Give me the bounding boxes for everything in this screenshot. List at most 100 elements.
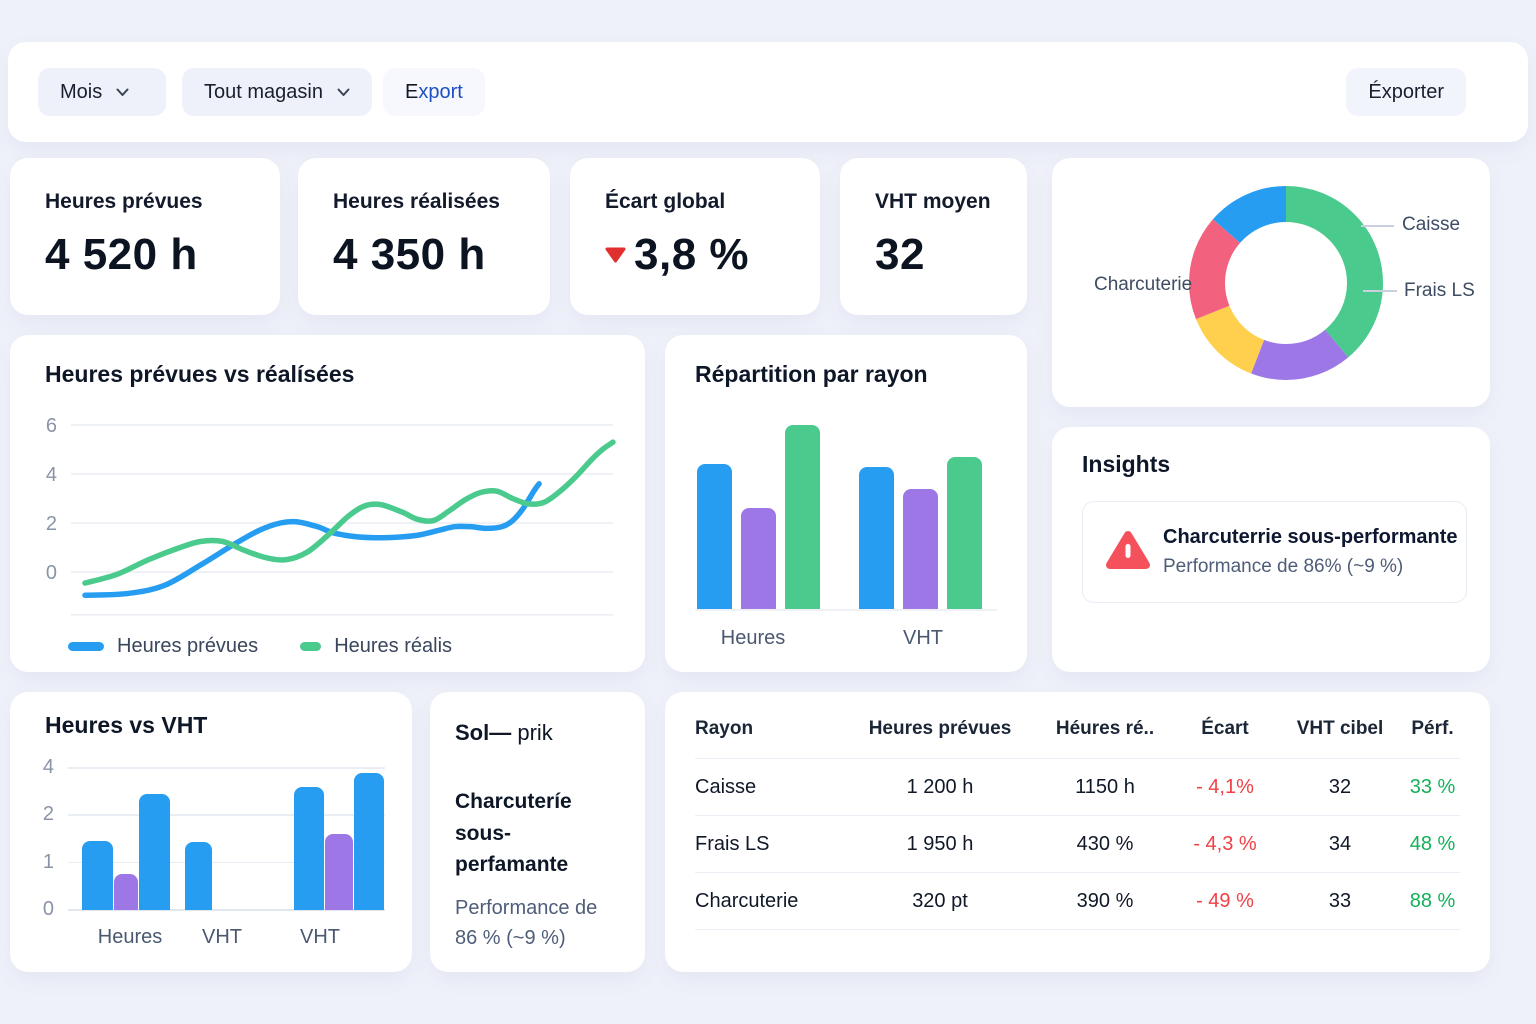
table-cell: 1150 h bbox=[1075, 775, 1135, 798]
y-tick-label: 6 bbox=[46, 415, 57, 437]
store-dropdown-label: Tout magasin bbox=[204, 80, 323, 103]
warning-icon bbox=[1106, 531, 1150, 569]
table-cell: 430 % bbox=[1076, 832, 1134, 855]
legend-item-heures-realis: Heures réalis bbox=[300, 635, 452, 658]
kpi-label: VHT moyen bbox=[875, 190, 991, 213]
bar-purple bbox=[325, 834, 353, 910]
line-series-blue bbox=[82, 481, 542, 599]
column-header: Pérf. bbox=[1411, 718, 1454, 739]
exporter-button-label: Éxporter bbox=[1368, 80, 1444, 103]
store-dropdown[interactable]: Tout magasin bbox=[182, 68, 372, 116]
heures-vht-plot: 0 1 2 4 bbox=[43, 756, 385, 920]
y-tick-label: 0 bbox=[46, 562, 57, 584]
y-tick-label: 2 bbox=[42, 803, 54, 826]
legend-item-heures-prevues: Heures prévues bbox=[68, 635, 258, 658]
bar-green bbox=[785, 425, 820, 609]
line-chart-card: Heures prévues vs réalísées 6 4 2 0 Heures … bbox=[10, 335, 645, 672]
table-cell: 32 bbox=[1328, 775, 1352, 798]
bar-group-vht bbox=[859, 457, 982, 609]
bar-blue bbox=[354, 773, 384, 910]
bar-group-vht bbox=[294, 773, 384, 910]
kpi-card-heures-prevues: Heures prévues 4 520 h bbox=[10, 158, 280, 315]
alert-desc: Performance de 86% (~9 %) bbox=[1163, 556, 1404, 577]
x-label-vht: VHT bbox=[202, 926, 242, 948]
kpi-card-ecart-global: Écart global 3,8 % bbox=[570, 158, 820, 315]
exporter-button[interactable]: Éxporter bbox=[1346, 68, 1466, 116]
donut-slice-purple bbox=[1189, 186, 1383, 380]
period-dropdown-label: Mois bbox=[60, 80, 103, 103]
period-dropdown[interactable]: Mois bbox=[38, 68, 166, 116]
column-header: Écart bbox=[1201, 718, 1249, 739]
legend-swatch-green bbox=[300, 642, 322, 651]
kpi-label: Écart global bbox=[605, 190, 726, 213]
bar-blue bbox=[294, 787, 324, 910]
note-title-bold: Sol— bbox=[455, 720, 512, 745]
column-header: Héures ré.. bbox=[1055, 718, 1155, 739]
table-row[interactable]: Frais LS 1 950 h 430 % - 4,3 % 34 48 % bbox=[695, 816, 1460, 873]
gridline bbox=[68, 767, 385, 769]
table-cell: - 49 % bbox=[1196, 889, 1254, 912]
x-label-heures: Heures bbox=[720, 627, 786, 649]
column-header: Rayon bbox=[695, 718, 754, 739]
table-body: Caisse 1 200 h 1150 h - 4,1% 32 33 % Frais LS 1… bbox=[695, 759, 1460, 930]
table-cell: - 4,1% bbox=[1196, 775, 1254, 798]
kpi-label: Heures prévues bbox=[45, 190, 203, 213]
note-title-rest: prik bbox=[517, 720, 553, 745]
kpi-value: 3,8 % bbox=[605, 230, 749, 280]
y-tick-label: 0 bbox=[42, 898, 54, 920]
insights-title: Insights bbox=[1082, 451, 1171, 477]
x-label-vht: VHT bbox=[300, 926, 340, 948]
line-chart-title: Heures prévues vs réalísées bbox=[45, 361, 355, 387]
legend-swatch-blue bbox=[68, 642, 104, 651]
kpi-label: Heures réalisées bbox=[333, 190, 500, 213]
export-link-rest: xport bbox=[418, 80, 463, 103]
bar-blue bbox=[139, 794, 170, 910]
donut-slice-pink bbox=[1189, 186, 1383, 380]
kpi-value: 32 bbox=[875, 230, 925, 279]
gridline bbox=[68, 909, 385, 911]
table-cell: 1 950 h bbox=[906, 832, 974, 855]
heures-vht-chart-card: Heures vs VHT 0 1 2 4 Heures VHT VHT bbox=[10, 692, 412, 972]
column-header: Heures prévues bbox=[868, 718, 1012, 739]
kpi-value: 4 520 h bbox=[45, 230, 198, 279]
bar-purple bbox=[903, 489, 938, 609]
table-cell: 48 % bbox=[1409, 832, 1456, 855]
callout-line bbox=[1363, 290, 1397, 292]
gridline bbox=[68, 861, 385, 864]
kpi-card-heures-realisees: Heures réalisées 4 350 h bbox=[298, 158, 550, 315]
table-cell: 33 % bbox=[1409, 775, 1456, 798]
kpi-value: 4 350 h bbox=[333, 230, 486, 279]
bar-blue bbox=[82, 841, 113, 910]
legend-label: Heures prévues bbox=[117, 635, 259, 657]
x-axis-line bbox=[695, 609, 997, 611]
table-cell: 33 bbox=[1328, 889, 1352, 912]
alert-box: Charcuterrie sous-performante Performanc… bbox=[1082, 501, 1467, 603]
line-chart: 6 4 2 0 bbox=[46, 415, 616, 616]
note-title: Sol— prik bbox=[455, 720, 620, 746]
bar-group-vht bbox=[185, 842, 212, 910]
note-card: Sol— prik Charcuteríe sous-perfamante Pe… bbox=[430, 692, 645, 972]
y-tick-label: 1 bbox=[42, 850, 54, 873]
donut-slice-blue bbox=[1189, 186, 1383, 380]
table-cell: - 4,3 % bbox=[1193, 832, 1257, 855]
bar-purple bbox=[114, 874, 138, 910]
bar-group-heures bbox=[697, 425, 820, 609]
legend-label: Heures réalis bbox=[334, 635, 453, 657]
kpi-card-vht-moyen: VHT moyen 32 bbox=[840, 158, 1027, 315]
donut-chart-card: Caisse Frais LS Charcuterie bbox=[1052, 158, 1490, 407]
donut-chart bbox=[1189, 186, 1383, 380]
table-card: Rayon Heures prévues Héures ré.. Écart VHT c… bbox=[665, 692, 1490, 972]
table-cell: 320 pt bbox=[912, 889, 968, 912]
y-tick-label: 4 bbox=[46, 464, 57, 486]
line-chart-legend: Heures prévues Heures réalis bbox=[68, 635, 452, 658]
bar-purple bbox=[741, 508, 776, 609]
note-desc: Performance de 86 % (~9 %) bbox=[455, 896, 598, 949]
table-cell: Caisse bbox=[695, 775, 757, 798]
alert-title: Charcuterrie sous-performante bbox=[1163, 526, 1458, 548]
donut-label-frais-ls: Frais LS bbox=[1404, 280, 1475, 301]
table-row[interactable]: Caisse 1 200 h 1150 h - 4,1% 32 33 % bbox=[695, 759, 1460, 816]
table-row[interactable]: Charcuterie 320 pt 390 % - 49 % 33 88 % bbox=[695, 873, 1460, 930]
column-header: VHT cibel bbox=[1296, 718, 1384, 739]
